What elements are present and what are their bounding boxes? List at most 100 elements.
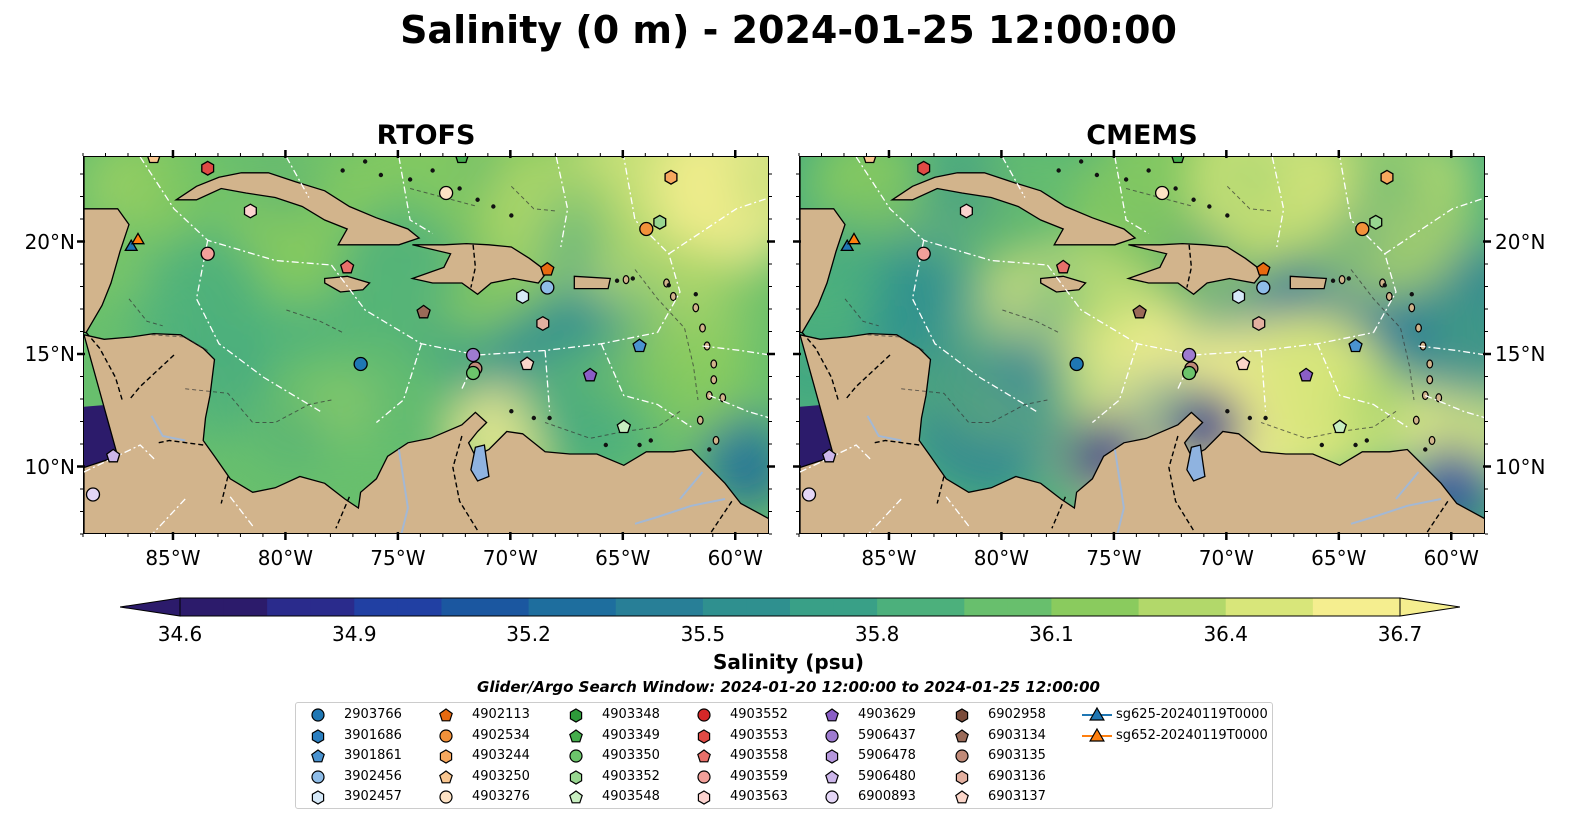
lon-tick-label: 75°W bbox=[370, 546, 426, 570]
colorbar-segment bbox=[790, 598, 835, 616]
panel-title-rtofs: RTOFS bbox=[376, 120, 476, 151]
country-border bbox=[220, 476, 229, 504]
country-border bbox=[158, 439, 204, 446]
legend-marker-icon bbox=[569, 728, 583, 742]
legend-marker-icon bbox=[1082, 727, 1112, 742]
islet bbox=[630, 276, 635, 281]
river bbox=[1350, 498, 1442, 525]
islet bbox=[378, 172, 384, 178]
float-marker-4903350 bbox=[465, 365, 481, 381]
country-border bbox=[1051, 496, 1067, 529]
colorbar-segment bbox=[833, 598, 878, 616]
bathymetry-contour bbox=[634, 269, 699, 401]
legend-label: 4903553 bbox=[730, 727, 788, 743]
island bbox=[692, 303, 700, 313]
colorbar-tick-label: 34.9 bbox=[332, 622, 377, 646]
legend-marker-icon bbox=[569, 769, 583, 785]
legend-marker-icon bbox=[955, 749, 969, 763]
legend-marker-icon bbox=[825, 708, 839, 722]
land-hispaniola bbox=[410, 242, 549, 296]
lake-maracaibo bbox=[470, 444, 490, 482]
islet bbox=[1207, 204, 1212, 209]
legend-marker-icon bbox=[311, 769, 325, 784]
legend-label: 4903244 bbox=[472, 748, 530, 763]
legend-marker-icon bbox=[955, 728, 969, 742]
colorbar-segment bbox=[615, 598, 660, 616]
land-puertorico bbox=[1289, 275, 1328, 290]
island bbox=[1338, 275, 1346, 285]
float-marker-2903766 bbox=[353, 356, 368, 372]
legend-label: 6900893 bbox=[858, 789, 916, 804]
legend-marker-icon bbox=[825, 769, 839, 783]
legend-marker-icon bbox=[955, 708, 969, 723]
legend-label: 4903250 bbox=[472, 768, 530, 784]
islet bbox=[637, 442, 642, 448]
float-marker-4903559 bbox=[916, 246, 931, 261]
search-window-text: Glider/Argo Search Window: 2024-01-20 12… bbox=[477, 678, 1100, 696]
country-border bbox=[470, 244, 477, 288]
map-panel-cmems[interactable] bbox=[799, 156, 1485, 534]
islet bbox=[1225, 213, 1230, 218]
river bbox=[866, 415, 902, 442]
float-marker-sg625-20240119T0000 bbox=[124, 238, 139, 252]
map-panel-rtofs[interactable] bbox=[83, 156, 769, 534]
island bbox=[1412, 415, 1420, 425]
legend-label: 2903766 bbox=[344, 707, 402, 722]
legend-marker-icon bbox=[825, 728, 839, 743]
legend-label: 4903348 bbox=[602, 707, 660, 722]
float-marker-4903548 bbox=[616, 419, 632, 434]
river bbox=[634, 498, 726, 525]
lon-tick-label: 70°W bbox=[1198, 546, 1254, 570]
country-border bbox=[801, 332, 839, 401]
bathymetry-contour bbox=[409, 188, 478, 207]
colorbar-segment bbox=[180, 598, 225, 616]
colorbar-segment bbox=[877, 598, 922, 616]
legend-marker-icon bbox=[439, 728, 453, 743]
land-jamaica bbox=[1040, 275, 1087, 293]
bathymetry-contour bbox=[128, 298, 163, 327]
float-marker-4903559 bbox=[200, 246, 215, 261]
land-mexico bbox=[84, 157, 130, 334]
legend-marker-icon bbox=[955, 790, 969, 804]
float-marker-4903548 bbox=[1332, 419, 1348, 434]
islet bbox=[457, 186, 462, 191]
island bbox=[1408, 303, 1416, 313]
land-cuba bbox=[174, 172, 421, 246]
eez-boundary bbox=[1091, 343, 1139, 423]
legend-marker-icon bbox=[439, 749, 453, 764]
legend-marker-icon bbox=[697, 769, 711, 784]
eez-boundary bbox=[1425, 394, 1484, 419]
bathymetry-contour bbox=[510, 185, 557, 212]
lat-tick-label: 20°N bbox=[24, 229, 75, 254]
colorbar-segment bbox=[746, 598, 791, 616]
colorbar-segment bbox=[1182, 598, 1227, 616]
colorbar-segment bbox=[1095, 598, 1140, 616]
lon-tick-label: 65°W bbox=[595, 546, 651, 570]
legend-marker-icon bbox=[825, 749, 839, 764]
legend-label: 6903134 bbox=[988, 727, 1046, 743]
colorbar-segment bbox=[1051, 598, 1096, 616]
islet bbox=[340, 168, 345, 173]
colorbar-segment bbox=[1138, 598, 1183, 616]
float-marker-4902534 bbox=[1355, 221, 1370, 237]
islet bbox=[1409, 292, 1414, 297]
lon-tick-label: 60°W bbox=[707, 546, 763, 570]
bathymetry-contour bbox=[867, 334, 924, 351]
colorbar-extend-max bbox=[1399, 597, 1460, 617]
colorbar-segment bbox=[267, 598, 312, 616]
eez-boundary bbox=[229, 496, 254, 527]
legend-label: 6903137 bbox=[988, 789, 1046, 804]
bathymetry-contour bbox=[901, 388, 1048, 423]
islet bbox=[362, 159, 368, 164]
eez-boundary bbox=[868, 498, 902, 533]
islet bbox=[1364, 438, 1369, 443]
float-marker-sg625-20240119T0000 bbox=[840, 238, 855, 252]
bathymetry-contour bbox=[286, 309, 343, 333]
eez-boundary bbox=[945, 496, 970, 527]
island bbox=[705, 390, 713, 401]
country-border bbox=[1425, 500, 1449, 533]
bathymetry-contour bbox=[151, 334, 208, 351]
land-mexico bbox=[800, 157, 846, 334]
legend-marker-icon bbox=[1082, 706, 1112, 721]
legend-label: 3901861 bbox=[344, 748, 402, 763]
